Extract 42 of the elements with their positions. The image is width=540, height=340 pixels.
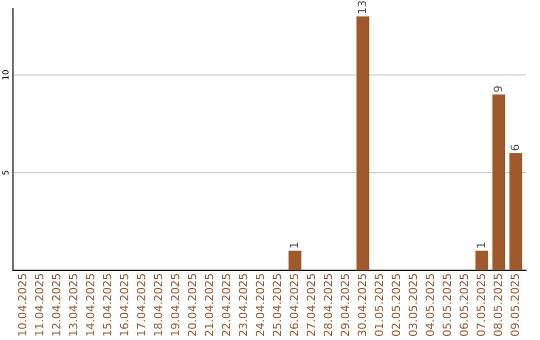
x-tick-label: 11.04.2025 bbox=[34, 274, 44, 336]
x-tick-label: 06.05.2025 bbox=[460, 274, 468, 336]
x-tick-label: 15.04.2025 bbox=[102, 274, 112, 336]
x-tick-label: 23.04.2025 bbox=[238, 274, 248, 336]
bar bbox=[475, 250, 488, 270]
x-tick-label: 21.04.2025 bbox=[204, 274, 214, 336]
x-tick-label: 25.04.2025 bbox=[272, 274, 282, 336]
x-tick-label: 29.04.2025 bbox=[340, 274, 350, 336]
x-tick-label: 22.04.2025 bbox=[222, 274, 230, 336]
x-tick-label: 01.05.2025 bbox=[374, 274, 384, 336]
x-tick-label: 07.05.2025 bbox=[476, 274, 486, 336]
x-tick-label: 08.05.2025 bbox=[494, 274, 502, 336]
x-tick-label: 17.04.2025 bbox=[136, 274, 146, 336]
x-tick-label: 26.04.2025 bbox=[290, 274, 298, 336]
data-label: 9 bbox=[494, 86, 502, 92]
x-tick-label: 04.05.2025 bbox=[426, 274, 434, 336]
x-tick-label: 05.05.2025 bbox=[442, 274, 452, 336]
y-tick-label: 10 bbox=[2, 70, 9, 80]
y-tick-label: 5 bbox=[2, 170, 9, 175]
x-tick-label: 16.04.2025 bbox=[120, 274, 128, 336]
data-label: 1 bbox=[476, 242, 485, 248]
x-tick-label: 18.04.2025 bbox=[154, 274, 162, 336]
data-label: 6 bbox=[510, 144, 519, 150]
x-tick-label: 13.04.2025 bbox=[68, 274, 78, 336]
bar bbox=[288, 250, 302, 270]
bar bbox=[509, 153, 522, 270]
x-tick-label: 28.04.2025 bbox=[324, 274, 332, 336]
x-tick-label: 14.04.2025 bbox=[86, 274, 94, 336]
x-tick-label: 19.04.2025 bbox=[170, 274, 180, 336]
x-tick-label: 20.04.2025 bbox=[188, 274, 196, 336]
x-tick-label: 30.04.2025 bbox=[358, 274, 366, 336]
x-tick-label: 24.04.2025 bbox=[256, 274, 264, 336]
x-tick-label: 09.05.2025 bbox=[510, 274, 519, 336]
data-label: 13 bbox=[358, 1, 366, 14]
x-tick-label: 03.05.2025 bbox=[408, 274, 418, 336]
x-tick-label: 10.04.2025 bbox=[18, 274, 26, 336]
x-tick-label: 12.04.2025 bbox=[52, 274, 60, 336]
x-tick-label: 02.05.2025 bbox=[392, 274, 400, 336]
bar bbox=[492, 94, 506, 270]
x-tick-label: 27.04.2025 bbox=[306, 274, 316, 336]
bar bbox=[356, 16, 370, 270]
data-label: 1 bbox=[290, 242, 298, 248]
